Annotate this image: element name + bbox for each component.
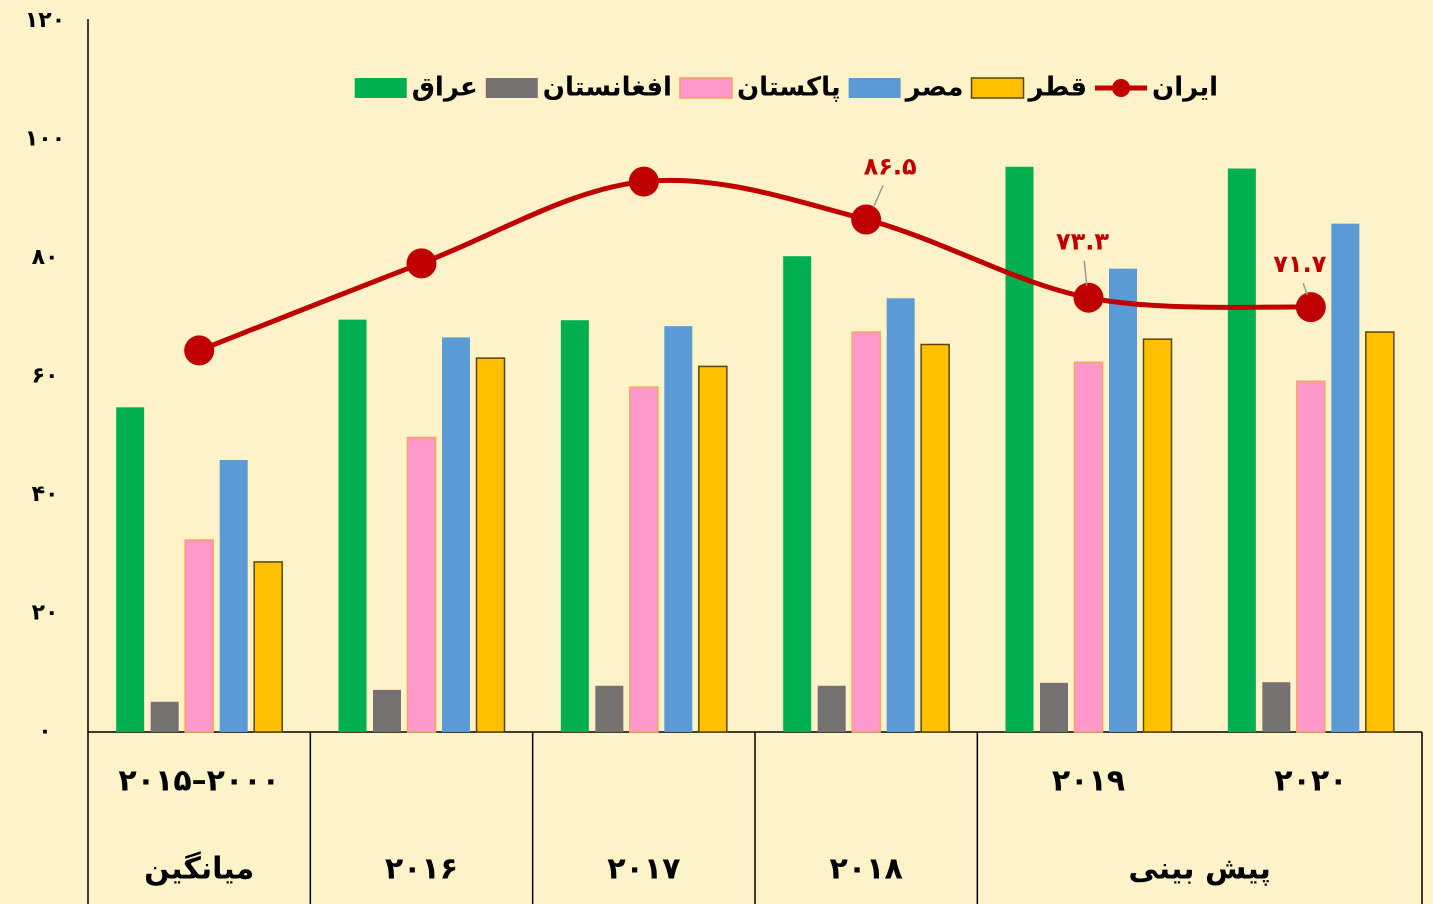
bar xyxy=(219,460,248,732)
bar xyxy=(1005,166,1034,732)
bar xyxy=(1073,361,1104,733)
bar xyxy=(698,365,728,733)
y-tick-label: ۱۲۰ xyxy=(25,8,65,33)
x-tick-label: ۲۰۱۵–۲۰۰۰ xyxy=(118,764,279,799)
bar xyxy=(560,320,589,732)
legend-label: افغانستان xyxy=(543,73,672,103)
legend-swatch xyxy=(354,78,407,98)
legend-label: مصر xyxy=(904,73,964,103)
legend-swatch xyxy=(970,77,1025,99)
bar xyxy=(629,386,659,733)
legend-label: ایران xyxy=(1152,73,1218,103)
x-group-label: پیش بینی xyxy=(1128,852,1270,887)
bar xyxy=(116,407,145,732)
legend-swatch xyxy=(485,78,538,98)
data-label: ۷۳.۳ xyxy=(1056,228,1109,256)
bar xyxy=(373,689,401,732)
bar xyxy=(817,685,846,732)
bar xyxy=(1040,682,1068,732)
marker xyxy=(1073,282,1104,313)
line xyxy=(198,177,1311,353)
x-group-label: ۲۰۱۸ xyxy=(830,852,903,887)
bar xyxy=(150,701,179,732)
legend-swatch xyxy=(848,78,901,98)
legend-label: عراق xyxy=(412,73,478,103)
bar xyxy=(1109,268,1137,732)
bar xyxy=(442,337,470,732)
bar xyxy=(1365,331,1395,733)
y-tick-label: ۴۰ xyxy=(32,482,59,507)
data-label: ۷۱.۷ xyxy=(1273,250,1326,278)
bar xyxy=(475,357,506,733)
bar xyxy=(1142,338,1173,733)
data-label: ۸۶.۵ xyxy=(864,152,917,180)
bar xyxy=(1296,380,1326,733)
x-tick-label: ۲۰۲۰ xyxy=(1274,764,1347,799)
marker xyxy=(406,248,437,279)
bar xyxy=(184,539,214,733)
y-tick-label: ۶۰ xyxy=(32,364,59,389)
x-group-label: ۲۰۱۷ xyxy=(607,852,680,887)
legend-swatch xyxy=(1112,79,1131,97)
y-tick-label: ۸۰ xyxy=(32,245,59,270)
x-group-label: میانگین xyxy=(144,851,254,887)
bar xyxy=(1227,168,1256,733)
legend-label: قطر xyxy=(1027,73,1088,103)
marker xyxy=(628,166,659,197)
legend-label: پاکستان xyxy=(737,73,841,103)
marker xyxy=(184,335,215,366)
x-tick-label: ۲۰۱۹ xyxy=(1052,764,1125,799)
leader-line xyxy=(1302,282,1309,296)
bar xyxy=(595,685,624,732)
legend-swatch xyxy=(679,77,733,99)
bar xyxy=(920,343,950,733)
leader-line xyxy=(1083,260,1088,286)
marker xyxy=(1295,292,1326,323)
marker xyxy=(851,204,882,235)
bar xyxy=(1331,223,1360,732)
bar xyxy=(783,256,812,732)
y-tick-label: ۱۰۰ xyxy=(25,127,65,152)
x-group-label: ۲۰۱۶ xyxy=(385,852,458,887)
bar xyxy=(886,298,915,732)
bar xyxy=(664,326,693,732)
bar xyxy=(1262,682,1291,732)
bar xyxy=(851,331,881,733)
bar xyxy=(406,436,437,733)
leader-line xyxy=(872,185,884,208)
bar xyxy=(338,319,367,732)
bar xyxy=(253,561,283,733)
y-tick-label: ۰ xyxy=(38,719,51,744)
y-tick-label: ۲۰ xyxy=(32,601,59,626)
